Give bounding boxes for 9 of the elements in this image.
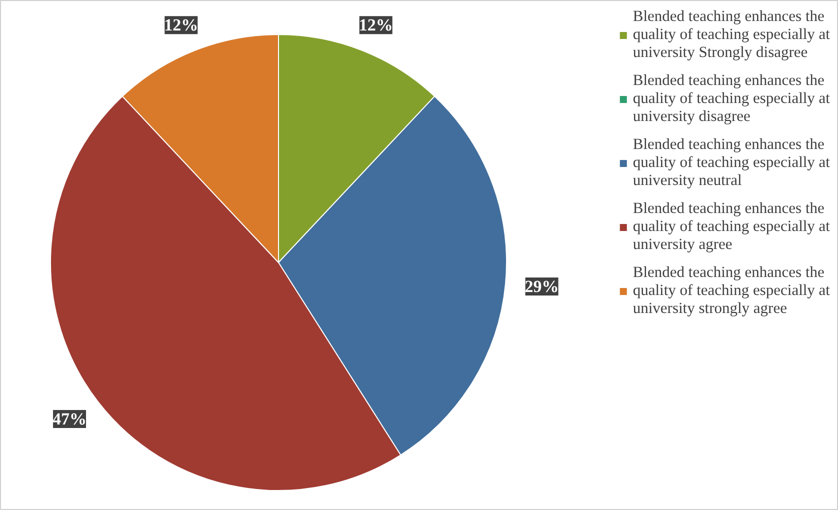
legend-label: Blended teaching enhances the quality of teaching especially at university agree xyxy=(632,200,830,254)
legend-label: Blended teaching enhances the quality of teaching especially at university neutral xyxy=(632,136,830,190)
data-label: 47% xyxy=(52,410,87,429)
data-label: 12% xyxy=(164,16,198,35)
legend-label: Blended teaching enhances the quality of teaching especially at university Strongly disagree xyxy=(632,8,830,62)
legend-label: Blended teaching enhances the quality of teaching especially at university disagree xyxy=(632,72,830,126)
legend-label: Blended teaching enhances the quality of teaching especially at university strongly agree xyxy=(632,264,830,318)
data-label: 29% xyxy=(524,277,559,296)
data-label: 12% xyxy=(358,16,393,35)
